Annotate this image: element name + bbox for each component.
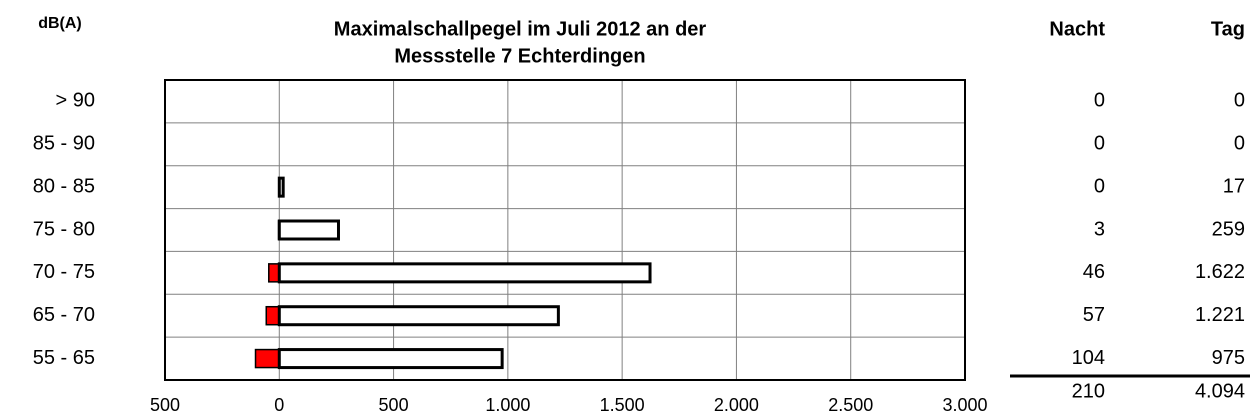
value-label: 0 bbox=[1234, 90, 1245, 112]
value-label: 1.622 bbox=[1195, 261, 1245, 283]
value-label: 0 bbox=[1094, 175, 1105, 197]
value-label: 975 bbox=[1212, 347, 1245, 369]
value-label: 3 bbox=[1094, 218, 1105, 240]
column-header: Tag bbox=[1211, 18, 1245, 40]
value-label: 17 bbox=[1223, 175, 1245, 197]
x-tick-label: 0 bbox=[274, 395, 284, 415]
x-tick-label: 500 bbox=[379, 395, 409, 415]
bar bbox=[268, 263, 281, 283]
x-tick-label: 1.500 bbox=[600, 395, 645, 415]
value-label: 104 bbox=[1072, 347, 1105, 369]
chart-title: Maximalschallpegel im Juli 2012 an der bbox=[334, 18, 707, 40]
y-tick-label: 65 - 70 bbox=[33, 304, 95, 326]
value-label: 259 bbox=[1212, 218, 1245, 240]
x-tick-label: 1.000 bbox=[485, 395, 530, 415]
bar bbox=[277, 348, 504, 370]
x-tick-label: 2.500 bbox=[828, 395, 873, 415]
value-label: 0 bbox=[1234, 133, 1245, 155]
y-tick-label: 85 - 90 bbox=[33, 133, 95, 155]
value-label: 57 bbox=[1083, 304, 1105, 326]
y-tick-label: 70 - 75 bbox=[33, 261, 95, 283]
x-tick-label: 3.000 bbox=[942, 395, 987, 415]
value-label: 0 bbox=[1094, 133, 1105, 155]
bar bbox=[277, 262, 652, 284]
value-label: 1.221 bbox=[1195, 304, 1245, 326]
bar bbox=[277, 176, 285, 198]
value-label: 0 bbox=[1094, 90, 1105, 112]
bar bbox=[265, 305, 281, 326]
total-label: 4.094 bbox=[1195, 380, 1245, 402]
y-axis-label: dB(A) bbox=[38, 15, 82, 32]
x-tick-label: 2.000 bbox=[714, 395, 759, 415]
y-tick-label: 80 - 85 bbox=[33, 175, 95, 197]
bar bbox=[277, 219, 340, 241]
y-tick-label: 75 - 80 bbox=[33, 218, 95, 240]
value-label: 46 bbox=[1083, 261, 1105, 283]
y-tick-label: > 90 bbox=[56, 90, 95, 112]
chart-title: Messstelle 7 Echterdingen bbox=[394, 45, 645, 67]
y-tick-label: 55 - 65 bbox=[33, 347, 95, 369]
x-tick-label: 500 bbox=[150, 395, 180, 415]
bar bbox=[277, 305, 560, 327]
total-label: 210 bbox=[1072, 380, 1105, 402]
column-header: Nacht bbox=[1049, 18, 1105, 40]
bar bbox=[254, 348, 281, 369]
plot-frame bbox=[164, 79, 966, 381]
